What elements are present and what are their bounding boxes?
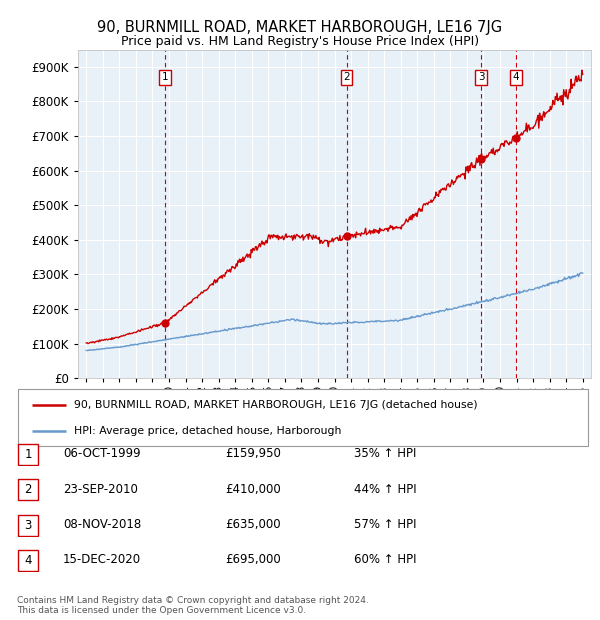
- Text: 4: 4: [25, 554, 32, 567]
- Text: 1: 1: [25, 448, 32, 461]
- Text: 3: 3: [478, 73, 484, 82]
- Text: 90, BURNMILL ROAD, MARKET HARBOROUGH, LE16 7JG (detached house): 90, BURNMILL ROAD, MARKET HARBOROUGH, LE…: [74, 400, 478, 410]
- Text: 1: 1: [162, 73, 169, 82]
- Text: Price paid vs. HM Land Registry's House Price Index (HPI): Price paid vs. HM Land Registry's House …: [121, 35, 479, 48]
- FancyBboxPatch shape: [18, 444, 38, 465]
- Text: 23-SEP-2010: 23-SEP-2010: [63, 483, 138, 495]
- Text: 15-DEC-2020: 15-DEC-2020: [63, 554, 141, 566]
- Text: 2: 2: [343, 73, 350, 82]
- Text: 08-NOV-2018: 08-NOV-2018: [63, 518, 141, 531]
- Text: £695,000: £695,000: [225, 554, 281, 566]
- FancyBboxPatch shape: [18, 479, 38, 500]
- Text: 2: 2: [25, 484, 32, 496]
- Text: £410,000: £410,000: [225, 483, 281, 495]
- Text: 35% ↑ HPI: 35% ↑ HPI: [354, 448, 416, 460]
- Text: HPI: Average price, detached house, Harborough: HPI: Average price, detached house, Harb…: [74, 426, 341, 436]
- Text: 3: 3: [25, 519, 32, 531]
- Text: 4: 4: [512, 73, 519, 82]
- FancyBboxPatch shape: [18, 550, 38, 571]
- Text: 57% ↑ HPI: 57% ↑ HPI: [354, 518, 416, 531]
- FancyBboxPatch shape: [18, 515, 38, 536]
- Text: £159,950: £159,950: [225, 448, 281, 460]
- Text: 06-OCT-1999: 06-OCT-1999: [63, 448, 140, 460]
- Text: Contains HM Land Registry data © Crown copyright and database right 2024.
This d: Contains HM Land Registry data © Crown c…: [17, 596, 368, 615]
- Text: 60% ↑ HPI: 60% ↑ HPI: [354, 554, 416, 566]
- Text: £635,000: £635,000: [225, 518, 281, 531]
- Text: 90, BURNMILL ROAD, MARKET HARBOROUGH, LE16 7JG: 90, BURNMILL ROAD, MARKET HARBOROUGH, LE…: [97, 20, 503, 35]
- Text: 44% ↑ HPI: 44% ↑ HPI: [354, 483, 416, 495]
- FancyBboxPatch shape: [18, 389, 588, 446]
